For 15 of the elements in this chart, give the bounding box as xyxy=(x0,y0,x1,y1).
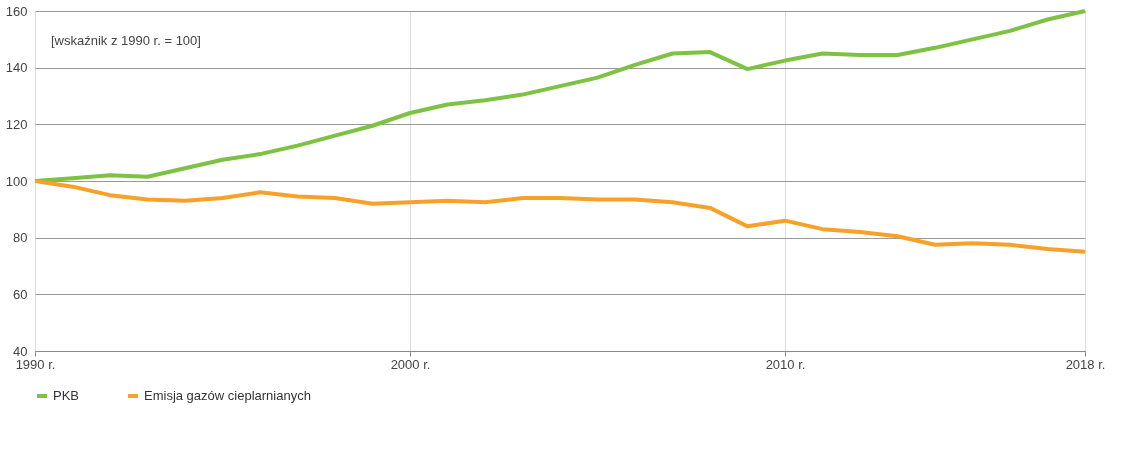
legend-label: Emisja gazów cieplarnianych xyxy=(144,388,311,403)
y-tick-label: 120 xyxy=(5,116,28,132)
x-tick-label: 2010 r. xyxy=(765,356,806,372)
y-tick-label: 60 xyxy=(13,286,28,302)
annotation: [wskaźnik z 1990 r. = 100] xyxy=(51,33,201,48)
y-tick-label: 40 xyxy=(13,343,28,359)
line-series xyxy=(33,179,1087,254)
x-tick-label: 2000 r. xyxy=(390,356,431,372)
y-tick-label: 160 xyxy=(5,3,28,19)
legend-label: PKB xyxy=(53,388,80,403)
y-tick-label: 140 xyxy=(5,60,28,76)
x-tick-label: 1990 r. xyxy=(15,356,56,372)
y-tick-label: 80 xyxy=(13,230,28,246)
y-tick-label: 100 xyxy=(5,173,28,189)
x-tick-label: 2018 r. xyxy=(1065,356,1106,372)
